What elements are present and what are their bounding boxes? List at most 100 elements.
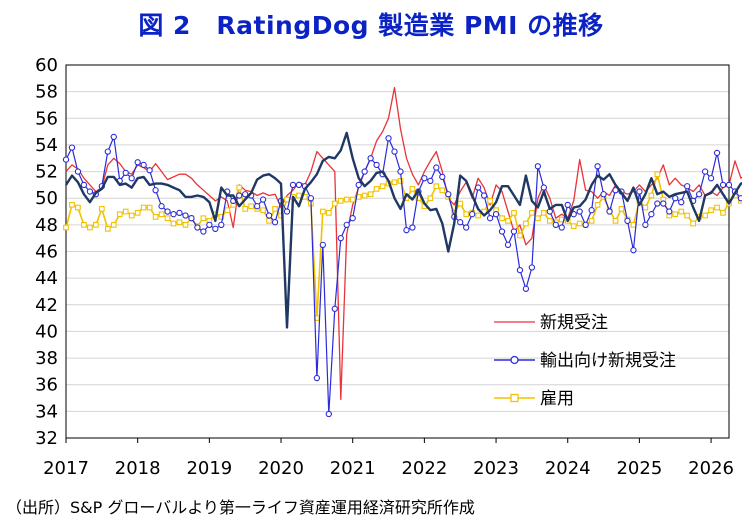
data-point-export_orders	[218, 221, 225, 229]
y-tick-label: 32	[35, 428, 58, 449]
legend-label-employment: 雇用	[540, 389, 574, 409]
data-point-export_orders	[188, 215, 195, 222]
data-point-employment	[487, 198, 493, 204]
data-point-export_orders	[367, 155, 374, 162]
data-point-employment	[176, 219, 183, 226]
data-point-employment	[134, 210, 141, 216]
legend-item-export_orders: 輸出向け新規受注	[494, 351, 676, 371]
data-point-export_orders	[606, 208, 613, 215]
y-tick-labels: 60 58 56 54 52 50 48 46 44 42 40 38 36 34 32	[35, 55, 58, 449]
data-point-export_orders	[582, 221, 589, 229]
y-tick-label: 60	[35, 55, 58, 76]
data-point-export_orders	[409, 224, 416, 231]
data-point-export_orders	[636, 188, 643, 195]
data-point-export_orders	[600, 191, 607, 198]
data-point-export_orders	[624, 217, 631, 225]
data-point-employment	[546, 218, 553, 224]
y-tick-label: 56	[35, 108, 58, 129]
data-point-employment	[260, 207, 266, 214]
data-point-export_orders	[672, 195, 679, 202]
data-point-employment	[648, 192, 655, 199]
data-point-export_orders	[504, 241, 512, 248]
data-point-export_orders	[474, 184, 482, 191]
y-tick-label: 40	[35, 321, 58, 342]
legend-item-new_orders: 新規受注	[494, 313, 608, 333]
data-point-employment	[128, 212, 135, 219]
data-point-export_orders	[307, 195, 315, 202]
data-point-employment	[81, 222, 87, 228]
legend-label-new_orders: 新規受注	[540, 313, 608, 333]
data-point-export_orders	[86, 188, 94, 195]
data-point-export_orders	[355, 181, 362, 189]
data-point-export_orders	[361, 168, 368, 175]
data-point-employment	[218, 214, 225, 220]
data-point-employment	[331, 200, 338, 207]
data-point-export_orders	[337, 235, 344, 242]
data-point-employment	[98, 206, 105, 212]
data-point-export_orders	[486, 215, 494, 222]
data-point-export_orders	[397, 168, 404, 175]
data-point-employment	[588, 218, 595, 224]
data-point-export_orders	[630, 247, 637, 254]
data-point-employment	[475, 212, 481, 219]
data-point-export_orders	[325, 410, 332, 418]
data-point-export_orders	[421, 175, 428, 182]
legend-label-export_orders: 輸出向け新規受注	[540, 351, 676, 371]
data-point-export_orders	[182, 212, 189, 219]
y-tick-label: 38	[35, 348, 58, 369]
data-point-employment	[373, 186, 380, 192]
data-point-employment	[337, 198, 344, 204]
data-point-employment	[116, 211, 123, 218]
x-tick-label: 2024	[545, 458, 591, 479]
data-point-export_orders	[534, 163, 542, 170]
data-point-export_orders	[80, 181, 88, 189]
data-point-employment	[343, 196, 350, 203]
legend-marker-export_orders	[510, 355, 519, 365]
data-point-export_orders	[594, 163, 601, 170]
data-point-export_orders	[528, 264, 536, 271]
data-point-employment	[439, 187, 446, 194]
legend-marker-employment	[510, 393, 519, 403]
data-point-export_orders	[265, 212, 273, 219]
data-point-employment	[630, 222, 637, 228]
data-point-employment	[409, 186, 416, 192]
data-point-employment	[266, 218, 272, 224]
data-point-export_orders	[719, 181, 727, 189]
y-tick-label: 36	[35, 375, 58, 396]
data-point-employment	[242, 206, 249, 212]
data-point-export_orders	[540, 184, 547, 191]
data-point-employment	[224, 207, 231, 214]
data-point-employment	[182, 222, 189, 228]
data-point-employment	[367, 191, 374, 198]
x-tick-label: 2018	[115, 458, 161, 479]
data-point-export_orders	[68, 144, 76, 151]
data-point-employment	[391, 179, 398, 186]
data-point-export_orders	[588, 207, 595, 214]
data-point-export_orders	[510, 228, 518, 235]
data-point-export_orders	[707, 175, 715, 182]
data-point-employment	[618, 206, 625, 212]
data-point-employment	[708, 207, 714, 214]
data-point-employment	[122, 208, 129, 215]
data-point-employment	[319, 208, 326, 215]
data-point-export_orders	[552, 221, 559, 229]
data-point-export_orders	[737, 195, 742, 202]
data-point-employment	[361, 192, 368, 199]
data-point-employment	[570, 223, 577, 230]
data-point-export_orders	[349, 215, 356, 222]
data-point-export_orders	[492, 211, 500, 218]
data-point-employment	[325, 210, 332, 216]
y-tick-label: 54	[35, 135, 58, 156]
data-point-export_orders	[194, 224, 201, 231]
y-tick-label: 50	[35, 188, 58, 209]
y-tick-label: 48	[35, 215, 58, 236]
data-point-export_orders	[313, 374, 321, 382]
series-group	[62, 86, 742, 418]
data-point-employment	[272, 206, 278, 212]
data-point-employment	[236, 184, 243, 191]
data-point-export_orders	[319, 241, 326, 248]
data-point-employment	[164, 215, 171, 222]
data-point-employment	[427, 195, 434, 202]
x-tick-label: 2022	[401, 458, 447, 479]
data-point-employment	[576, 220, 583, 227]
